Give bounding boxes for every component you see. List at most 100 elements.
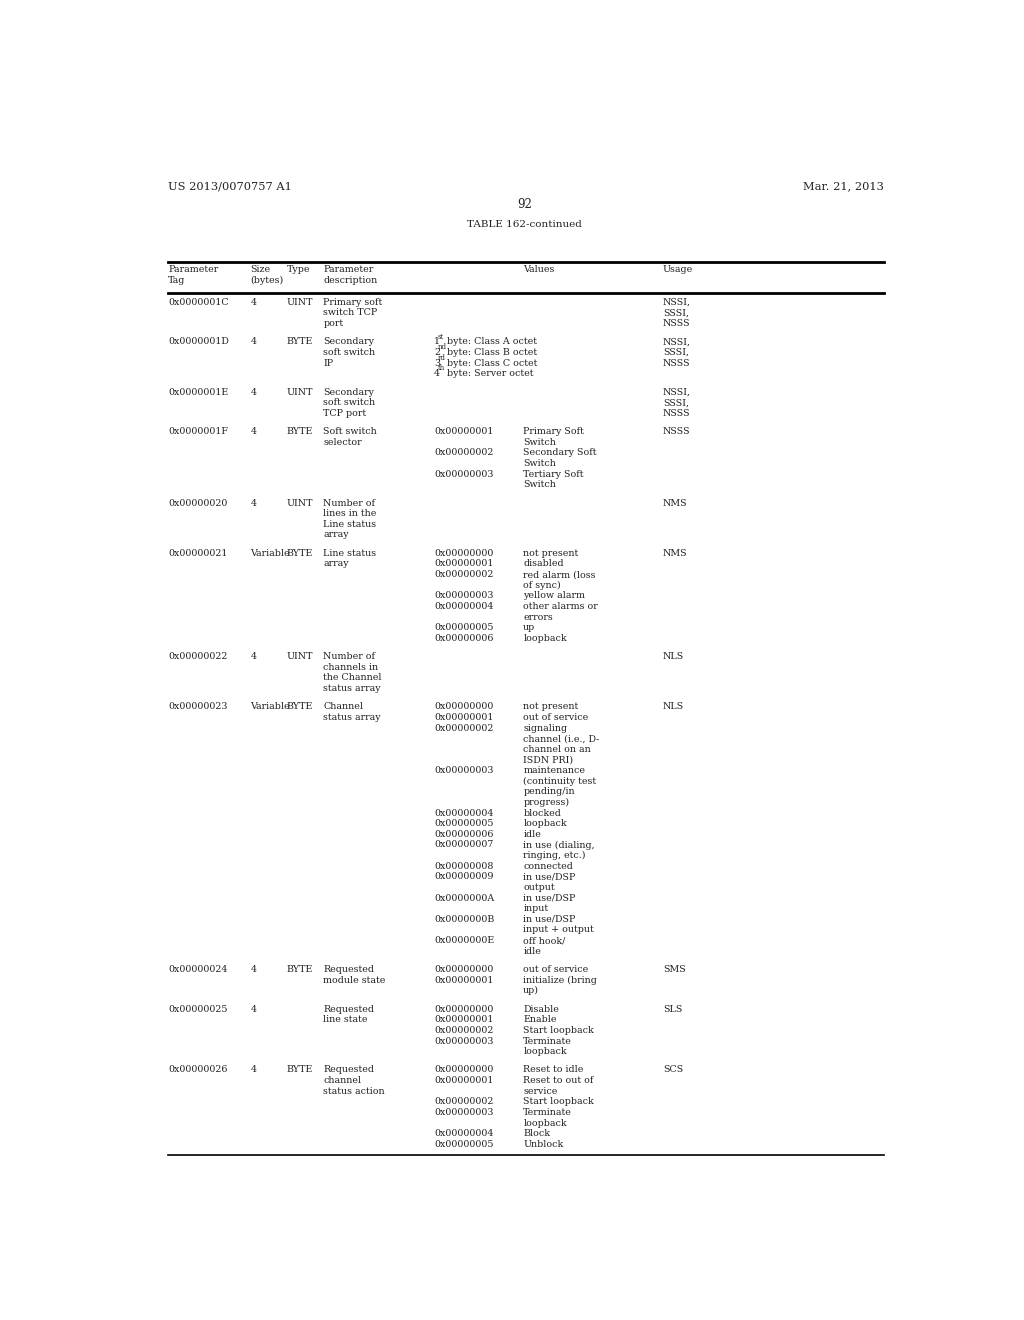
Text: 0x00000000: 0x00000000 [434, 1005, 494, 1014]
Text: connected: connected [523, 862, 573, 871]
Text: TABLE 162-continued: TABLE 162-continued [467, 220, 583, 228]
Text: 4: 4 [251, 338, 256, 346]
Text: disabled: disabled [523, 560, 564, 569]
Text: NSSI,: NSSI, [663, 298, 691, 306]
Text: input: input [523, 904, 549, 913]
Text: Values: Values [523, 265, 555, 275]
Text: in use (dialing,: in use (dialing, [523, 841, 595, 850]
Text: UINT: UINT [287, 499, 313, 508]
Text: NMS: NMS [663, 549, 687, 558]
Text: 0x00000021: 0x00000021 [168, 549, 227, 558]
Text: 0x0000001C: 0x0000001C [168, 298, 229, 306]
Text: 0x00000001: 0x00000001 [434, 428, 494, 436]
Text: channel on an: channel on an [523, 744, 591, 754]
Text: NLS: NLS [663, 702, 684, 711]
Text: signaling: signaling [523, 723, 567, 733]
Text: errors: errors [523, 612, 553, 622]
Text: 4: 4 [251, 652, 256, 661]
Text: up): up) [523, 986, 540, 995]
Text: byte: Class B octet: byte: Class B octet [443, 348, 537, 356]
Text: Type: Type [287, 265, 310, 275]
Text: blocked: blocked [523, 809, 561, 817]
Text: byte: Server octet: byte: Server octet [443, 370, 534, 379]
Text: NSSS: NSSS [663, 409, 690, 418]
Text: loopback: loopback [523, 634, 567, 643]
Text: module state: module state [324, 975, 386, 985]
Text: 0x00000001: 0x00000001 [434, 1076, 494, 1085]
Text: Disable: Disable [523, 1005, 559, 1014]
Text: loopback: loopback [523, 1118, 567, 1127]
Text: Secondary: Secondary [324, 338, 375, 346]
Text: NLS: NLS [663, 652, 684, 661]
Text: SSSI,: SSSI, [663, 309, 689, 317]
Text: IP: IP [324, 359, 334, 367]
Text: lines in the: lines in the [324, 510, 377, 519]
Text: 0x00000024: 0x00000024 [168, 965, 227, 974]
Text: 0x00000001: 0x00000001 [434, 975, 494, 985]
Text: 0x00000002: 0x00000002 [434, 723, 494, 733]
Text: 2: 2 [434, 348, 440, 356]
Text: service: service [523, 1086, 558, 1096]
Text: 0x0000000B: 0x0000000B [434, 915, 495, 924]
Text: 4: 4 [251, 965, 256, 974]
Text: 92: 92 [517, 198, 532, 211]
Text: BYTE: BYTE [287, 338, 313, 346]
Text: channel (i.e., D-: channel (i.e., D- [523, 734, 600, 743]
Text: 0x00000001: 0x00000001 [434, 560, 494, 569]
Text: NSSS: NSSS [663, 359, 690, 367]
Text: Primary soft: Primary soft [324, 298, 383, 306]
Text: Reset to out of: Reset to out of [523, 1076, 594, 1085]
Text: 0x0000000E: 0x0000000E [434, 936, 495, 945]
Text: 4: 4 [251, 499, 256, 508]
Text: not present: not present [523, 549, 579, 558]
Text: NSSS: NSSS [663, 319, 690, 329]
Text: US 2013/0070757 A1: US 2013/0070757 A1 [168, 182, 292, 191]
Text: 0x0000001E: 0x0000001E [168, 388, 228, 396]
Text: status action: status action [324, 1086, 385, 1096]
Text: switch TCP: switch TCP [324, 309, 378, 317]
Text: loopback: loopback [523, 1047, 567, 1056]
Text: 0x00000001: 0x00000001 [434, 1015, 494, 1024]
Text: Start loopback: Start loopback [523, 1097, 594, 1106]
Text: BYTE: BYTE [287, 965, 313, 974]
Text: Soft switch: Soft switch [324, 428, 377, 436]
Text: in use/DSP: in use/DSP [523, 894, 575, 903]
Text: SSSI,: SSSI, [663, 399, 689, 407]
Text: yellow alarm: yellow alarm [523, 591, 586, 601]
Text: 0x00000003: 0x00000003 [434, 766, 494, 775]
Text: red alarm (loss: red alarm (loss [523, 570, 596, 579]
Text: other alarms or: other alarms or [523, 602, 598, 611]
Text: Channel: Channel [324, 702, 364, 711]
Text: in use/DSP: in use/DSP [523, 915, 575, 924]
Text: 0x00000005: 0x00000005 [434, 623, 494, 632]
Text: 0x00000025: 0x00000025 [168, 1005, 227, 1014]
Text: 0x00000008: 0x00000008 [434, 862, 494, 871]
Text: Line status: Line status [324, 549, 377, 558]
Text: Block: Block [523, 1129, 550, 1138]
Text: Switch: Switch [523, 480, 556, 490]
Text: Enable: Enable [523, 1015, 557, 1024]
Text: out of service: out of service [523, 713, 589, 722]
Text: Size: Size [251, 265, 270, 275]
Text: UINT: UINT [287, 388, 313, 396]
Text: 0x00000026: 0x00000026 [168, 1065, 227, 1074]
Text: output: output [523, 883, 555, 892]
Text: byte: Class A octet: byte: Class A octet [443, 338, 537, 346]
Text: NSSI,: NSSI, [663, 338, 691, 346]
Text: Tag: Tag [168, 276, 185, 285]
Text: 4: 4 [251, 1005, 256, 1014]
Text: pending/in: pending/in [523, 787, 574, 796]
Text: 0x00000004: 0x00000004 [434, 809, 494, 817]
Text: 0x00000006: 0x00000006 [434, 830, 494, 838]
Text: BYTE: BYTE [287, 702, 313, 711]
Text: not present: not present [523, 702, 579, 711]
Text: off hook/: off hook/ [523, 936, 565, 945]
Text: th: th [438, 364, 445, 372]
Text: port: port [324, 319, 343, 329]
Text: up: up [523, 623, 536, 632]
Text: 0x00000023: 0x00000023 [168, 702, 227, 711]
Text: 0x00000002: 0x00000002 [434, 1026, 494, 1035]
Text: loopback: loopback [523, 820, 567, 828]
Text: Number of: Number of [324, 652, 376, 661]
Text: 0x00000004: 0x00000004 [434, 602, 494, 611]
